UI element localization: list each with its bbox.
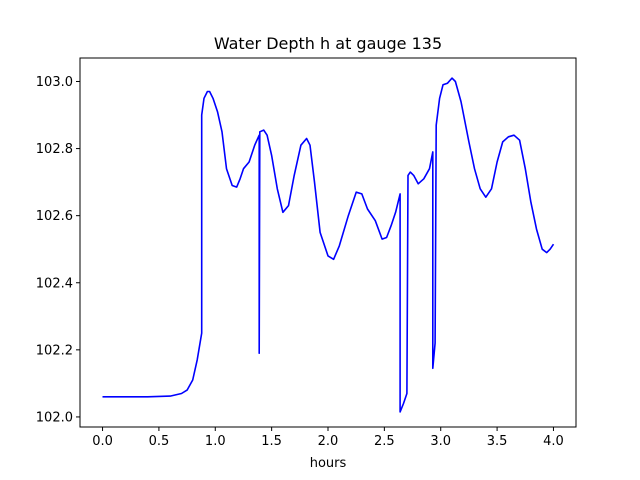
x-tick-label: 1.0 xyxy=(205,434,226,449)
x-tick-label: 3.0 xyxy=(430,434,451,449)
plot-area xyxy=(102,77,555,413)
y-tick-label: 102.2 xyxy=(36,343,73,358)
chart-title: Water Depth h at gauge 135 xyxy=(214,34,442,53)
x-tick-label: 2.0 xyxy=(318,434,339,449)
x-axis: 0.0 0.5 1.0 1.5 2.0 2.5 3.0 3.5 4.0 xyxy=(92,427,564,449)
y-tick-label: 103.0 xyxy=(36,75,73,90)
y-tick-label: 102.8 xyxy=(36,142,73,157)
y-tick-label: 102.4 xyxy=(36,276,73,291)
y-axis: 102.0 102.2 102.4 102.6 102.8 103.0 xyxy=(36,75,80,425)
x-tick-label: 0.0 xyxy=(92,434,113,449)
y-tick-label: 102.0 xyxy=(36,410,73,425)
series-line-0 xyxy=(102,77,555,413)
x-tick-label: 4.0 xyxy=(543,434,564,449)
x-tick-label: 0.5 xyxy=(149,434,170,449)
y-tick-label: 102.6 xyxy=(36,209,73,224)
x-tick-label: 2.5 xyxy=(374,434,395,449)
x-tick-label: 3.5 xyxy=(487,434,508,449)
x-tick-label: 1.5 xyxy=(261,434,282,449)
x-axis-label: hours xyxy=(310,456,347,471)
plot-frame xyxy=(79,57,577,428)
